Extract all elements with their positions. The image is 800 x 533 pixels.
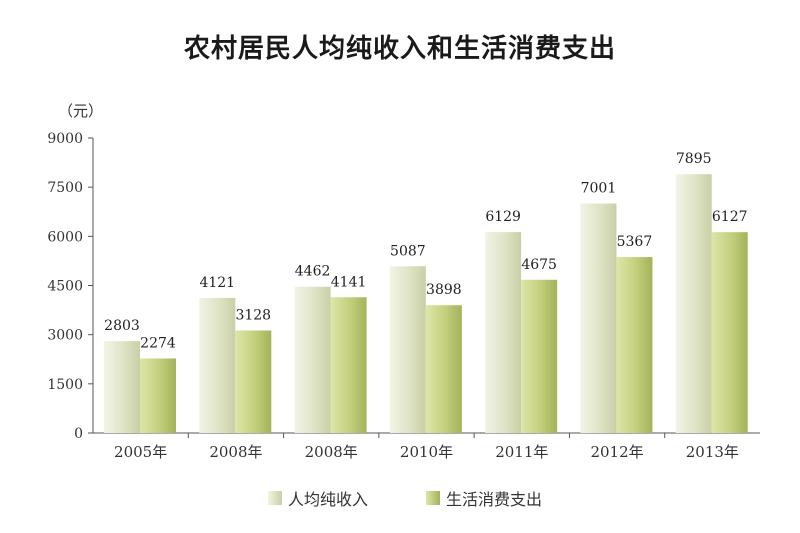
bar-value-label: 6129 (485, 209, 521, 225)
bar-value-label: 2274 (140, 335, 176, 351)
bar-income (485, 232, 522, 433)
x-tick-label: 2005年 (114, 443, 167, 461)
bar-income (104, 341, 140, 433)
x-tick-label: 2013年 (686, 443, 739, 461)
chart-title: 农村居民人均纯收入和生活消费支出 (183, 34, 616, 64)
bar-expense (616, 257, 653, 433)
legend-swatch-expense (426, 491, 440, 505)
x-tick-label: 2008年 (209, 443, 262, 461)
x-tick-label: 2011年 (495, 443, 548, 461)
legend-item-income: 人均纯收入 (268, 486, 368, 510)
y-tick-label: 4500 (47, 279, 83, 295)
legend-label-expense: 生活消费支出 (446, 490, 543, 509)
y-tick-label: 9000 (47, 131, 83, 147)
y-tick-label: 6000 (47, 229, 83, 245)
legend-item-expense: 生活消费支出 (426, 486, 542, 510)
bar-value-label: 5367 (617, 234, 653, 250)
x-tick-label: 2008年 (305, 443, 358, 461)
bar-value-label: 7895 (676, 151, 712, 167)
bar-income (580, 203, 617, 433)
legend: 人均纯收入 生活消费支出 (0, 486, 800, 510)
bar-income (675, 174, 712, 433)
x-tick-label: 2010年 (400, 443, 453, 461)
bar-value-label: 4121 (199, 275, 235, 291)
bar-value-label: 4675 (521, 257, 557, 273)
bar-income (199, 297, 236, 433)
bar-value-label: 4462 (295, 264, 331, 280)
bar-expense (140, 358, 176, 433)
y-axis-unit-label: （元） (58, 102, 104, 120)
bar-value-label: 4141 (331, 274, 367, 290)
bar-income (294, 286, 331, 433)
bar-value-label: 3128 (235, 307, 271, 323)
bar-expense (425, 305, 462, 433)
y-tick-label: 3000 (47, 328, 83, 344)
bars-group (104, 174, 748, 433)
bar-value-label: 2803 (104, 318, 140, 334)
bar-expense (330, 297, 367, 433)
bar-expense (235, 330, 272, 433)
bar-value-label: 7001 (581, 181, 617, 197)
y-tick-label: 1500 (47, 377, 83, 393)
y-tick-label: 0 (74, 426, 83, 442)
legend-label-income: 人均纯收入 (288, 490, 369, 509)
bar-expense (711, 232, 748, 433)
x-tick-label: 2012年 (590, 443, 643, 461)
bar-income (389, 266, 426, 433)
bar-value-label: 3898 (426, 282, 462, 298)
bar-value-label: 6127 (712, 209, 748, 225)
y-tick-label: 7500 (47, 180, 83, 196)
bar-expense (521, 279, 558, 433)
legend-swatch-income (268, 491, 282, 505)
bar-value-label: 5087 (390, 243, 426, 259)
